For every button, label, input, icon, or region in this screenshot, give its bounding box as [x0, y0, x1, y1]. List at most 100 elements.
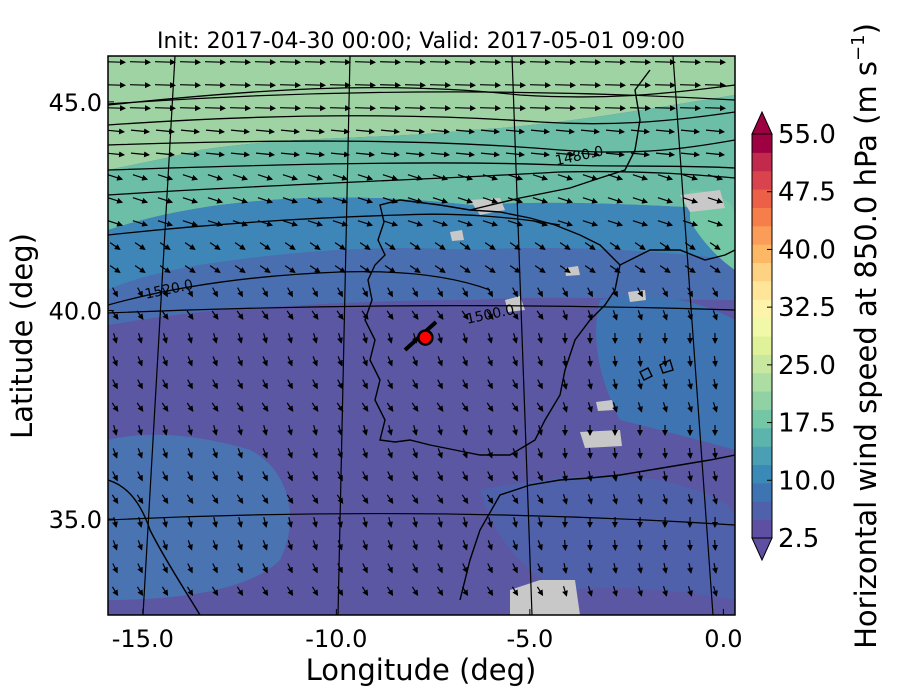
- wind-arrow: [387, 379, 393, 390]
- wind-arrow: [637, 562, 643, 574]
- wind-arrow: [404, 82, 426, 89]
- wind-arrow: [209, 265, 221, 273]
- wind-arrow: [387, 563, 393, 574]
- wind-arrow: [361, 310, 369, 320]
- wind-arrow: [337, 379, 343, 390]
- colorbar-swatch: [752, 519, 772, 539]
- wind-arrow: [134, 242, 146, 250]
- wind-arrow: [434, 265, 446, 273]
- wind-patch-southwest: [108, 434, 290, 600]
- wind-arrow: [386, 586, 394, 597]
- wind-arrow: [237, 379, 243, 390]
- colorbar-swatch: [752, 372, 772, 392]
- wind-arrow: [137, 287, 143, 298]
- wind-arrow: [412, 287, 418, 298]
- wind-arrow: [232, 197, 249, 204]
- wind-arrow: [487, 563, 493, 574]
- wind-arrow: [612, 447, 618, 459]
- wind-arrow: [261, 310, 269, 320]
- wind-arrow: [705, 151, 725, 158]
- wind-arrow: [455, 151, 475, 158]
- wind-arrow: [280, 151, 300, 158]
- wind-arrow: [632, 174, 649, 181]
- wind-arrow: [186, 494, 194, 505]
- wind-arrow: [537, 563, 543, 574]
- wind-arrow: [504, 105, 526, 112]
- wind-arrow: [136, 402, 144, 412]
- colorbar-swatch: [752, 207, 772, 227]
- colorbar-swatch: [752, 409, 772, 429]
- wind-arrow: [380, 151, 400, 158]
- wind-arrow: [261, 586, 269, 597]
- wind-arrow: [154, 105, 176, 112]
- wind-arrow: [437, 425, 443, 436]
- wind-arrow: [212, 356, 218, 367]
- wind-arrow: [355, 151, 375, 158]
- wind-arrow: [257, 220, 274, 227]
- wind-arrow: [505, 128, 525, 135]
- wind-arrow: [704, 105, 726, 112]
- wind-arrow: [509, 265, 521, 273]
- wind-arrow: [262, 356, 268, 367]
- colorbar-swatch: [752, 134, 772, 153]
- wind-arrow: [512, 425, 518, 436]
- wind-arrow: [512, 540, 518, 551]
- wind-arrow: [112, 425, 118, 436]
- wind-arrow: [137, 540, 143, 551]
- wind-arrow: [412, 563, 418, 574]
- wind-arrow: [329, 82, 351, 89]
- wind-arrow: [337, 563, 343, 574]
- wind-arrow: [312, 379, 318, 390]
- wind-arrow: [404, 59, 426, 66]
- wind-arrow: [134, 265, 146, 273]
- wind-arrow: [159, 242, 171, 250]
- wind-arrow: [136, 310, 144, 320]
- wind-arrow: [262, 563, 268, 574]
- wind-arrow: [329, 105, 351, 112]
- wind-arrow: [130, 151, 150, 158]
- wind-arrow: [237, 516, 243, 528]
- wind-arrow: [180, 151, 200, 158]
- wind-arrow: [687, 470, 693, 482]
- wind-arrow: [312, 540, 318, 551]
- wind-arrow: [432, 220, 449, 227]
- wind-arrow: [387, 471, 393, 482]
- wind-arrow: [137, 356, 143, 367]
- wind-arrow: [587, 378, 593, 390]
- wind-arrow: [162, 379, 168, 390]
- wind-arrow: [337, 425, 343, 436]
- wind-arrow: [486, 586, 494, 597]
- wind-arrow: [459, 242, 471, 250]
- wind-arrow: [532, 197, 549, 204]
- wind-arrow: [157, 197, 174, 204]
- wind-arrow: [180, 128, 200, 135]
- wind-arrow: [637, 447, 643, 459]
- wind-arrow: [512, 516, 518, 528]
- wind-arrow: [311, 586, 319, 597]
- wind-arrow: [161, 402, 169, 412]
- wind-arrow: [587, 447, 593, 459]
- wind-arrow: [187, 287, 193, 298]
- colorbar-tick-label: 2.5: [778, 524, 819, 554]
- wind-arrow: [482, 220, 499, 227]
- wind-arrow: [662, 402, 668, 413]
- wind-arrow: [312, 287, 318, 298]
- colorbar-tick-label: 10.0: [778, 466, 836, 496]
- wind-arrow: [511, 494, 519, 505]
- x-tick-label: -15.0: [112, 625, 174, 653]
- wind-arrow: [637, 402, 643, 413]
- wind-arrow: [187, 563, 193, 574]
- wind-arrow: [337, 471, 343, 482]
- wind-arrow: [409, 265, 421, 273]
- wind-arrow: [637, 494, 643, 505]
- wind-arrow: [311, 310, 319, 320]
- wind-arrow: [587, 287, 593, 298]
- wind-arrow: [462, 471, 468, 482]
- wind-arrow: [462, 356, 468, 367]
- wind-arrow: [184, 242, 196, 250]
- wind-arrow: [212, 333, 218, 344]
- wind-arrow: [411, 310, 419, 320]
- wind-arrow: [512, 287, 518, 298]
- wind-arrow: [662, 494, 668, 505]
- wind-arrow: [112, 471, 118, 482]
